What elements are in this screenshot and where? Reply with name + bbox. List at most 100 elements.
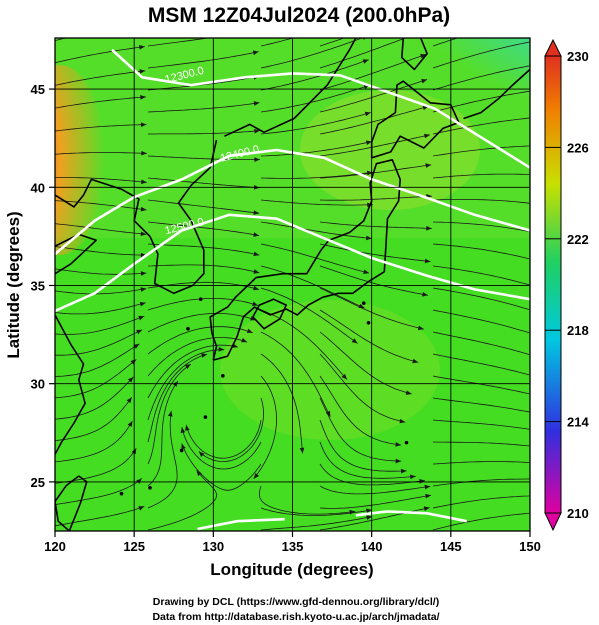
streamline-arrow	[539, 493, 545, 498]
streamline-arrow	[140, 206, 147, 212]
streamline-arrow	[253, 251, 260, 257]
streamline	[55, 420, 133, 463]
streamline	[55, 177, 147, 183]
streamline-arrow	[127, 376, 134, 383]
streamline	[55, 70, 146, 86]
streamline-arrow	[180, 427, 186, 434]
streamline-arrow	[539, 461, 545, 466]
streamline-arrow	[419, 478, 425, 484]
streamline-arrow	[140, 252, 147, 258]
streamline	[319, 164, 432, 179]
streamline	[260, 507, 372, 516]
streamline-arrow	[539, 202, 545, 207]
streamline	[432, 117, 530, 135]
streamline-arrow	[251, 301, 258, 306]
streamline	[260, 331, 331, 417]
streamline-arrow	[140, 231, 147, 237]
streamline-arrow	[184, 364, 191, 369]
colorbar-tick-label: 218	[567, 323, 589, 338]
streamline-arrow	[138, 506, 145, 511]
colorbar-tick-label: 230	[567, 49, 589, 64]
streamline	[432, 397, 530, 413]
streamline	[319, 221, 432, 229]
streamline	[260, 353, 304, 454]
island	[361, 301, 366, 305]
x-tick-label: 125	[123, 539, 145, 554]
streamline-arrow	[537, 259, 543, 264]
streamline-arrow	[538, 510, 544, 515]
streamline	[432, 243, 530, 260]
x-axis-label: Longitude (degrees)	[210, 560, 373, 579]
streamline-arrow	[136, 329, 143, 335]
streamline-arrow	[201, 353, 208, 358]
height-contour	[111, 48, 530, 169]
streamline	[55, 200, 147, 211]
streamline	[147, 177, 260, 189]
y-axis-label: Latitude (degrees)	[4, 211, 23, 358]
streamline	[319, 105, 429, 135]
streamline-arrow	[423, 506, 430, 512]
streamline-arrow	[536, 310, 542, 314]
streamline-arrow	[252, 50, 259, 56]
streamline-arrow	[139, 44, 145, 50]
streamline-arrow	[196, 470, 202, 477]
streamline	[55, 376, 134, 420]
streamline-arrow	[365, 140, 372, 146]
streamline	[260, 199, 373, 206]
streamline	[319, 195, 432, 201]
streamline-arrow	[254, 128, 260, 134]
streamline-arrow	[140, 94, 146, 100]
streamline	[432, 478, 530, 487]
streamline	[319, 375, 402, 446]
streamline	[319, 38, 346, 47]
island	[119, 491, 124, 496]
coast-sakhalin	[400, 38, 428, 71]
streamline	[55, 315, 145, 335]
streamline-arrow	[299, 447, 305, 454]
streamline-arrow	[139, 69, 146, 74]
streamline	[260, 38, 295, 47]
streamline	[147, 155, 260, 160]
height-contour	[55, 213, 530, 313]
streamline-arrow	[425, 493, 432, 499]
island	[366, 321, 371, 325]
coast-china	[55, 178, 151, 237]
streamline-arrow	[184, 424, 190, 431]
colorbar-tick-label: 226	[567, 140, 589, 155]
streamline-arrow	[253, 269, 260, 274]
streamline	[319, 419, 407, 472]
island	[179, 448, 184, 453]
coast-taiwan	[55, 475, 88, 531]
streamline-arrow	[410, 474, 416, 480]
island	[186, 326, 190, 331]
streamline-arrow	[425, 163, 432, 168]
streamline	[55, 448, 137, 484]
streamline	[147, 313, 257, 333]
streamline-arrow	[539, 173, 545, 178]
streamline	[260, 309, 348, 380]
x-tick-label: 120	[44, 539, 66, 554]
streamline	[55, 329, 143, 356]
streamline	[260, 221, 372, 239]
streamline	[432, 353, 530, 376]
streamline	[432, 419, 530, 430]
streamline-arrow	[539, 428, 545, 433]
streamline	[55, 302, 146, 315]
y-tick-label: 35	[31, 278, 45, 293]
streamline	[147, 221, 260, 236]
streamline	[260, 38, 364, 69]
streamline	[55, 246, 147, 256]
streamline-arrow	[253, 210, 260, 215]
streamline-arrow	[253, 101, 260, 106]
streamline-arrow	[127, 420, 133, 427]
colorbar-tick-label: 214	[567, 415, 589, 430]
streamline-arrow	[426, 225, 432, 231]
streamline-arrow	[538, 411, 544, 416]
streamline-arrow	[400, 468, 407, 474]
streamline	[432, 287, 530, 311]
streamline	[260, 265, 365, 309]
streamline-arrow	[420, 30, 426, 34]
streamline-arrow	[351, 338, 358, 344]
